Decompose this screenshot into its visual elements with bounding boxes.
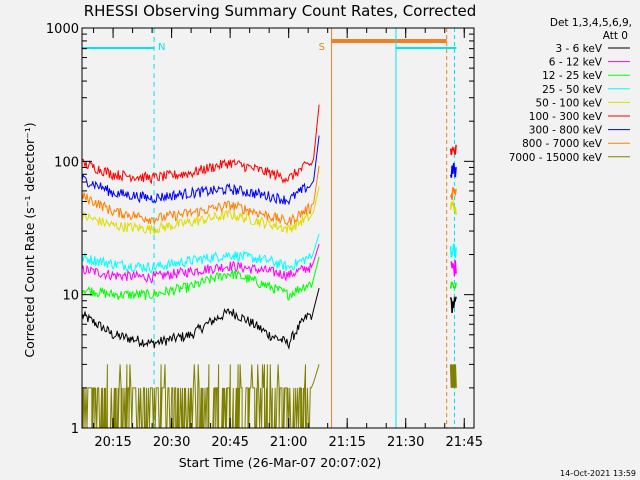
- flag-label-S: S: [319, 42, 325, 53]
- series-line-7: [81, 135, 320, 206]
- series-line-1: [81, 287, 320, 350]
- legend-label-2: 6 - 12 keV: [549, 57, 603, 69]
- legend-label-9: 7000 - 15000 keV: [509, 152, 603, 164]
- footer-date: 14-Oct-2021 13:59: [560, 469, 636, 478]
- series-late-2: [450, 260, 457, 277]
- legend-label-4: 25 - 50 keV: [542, 84, 603, 96]
- series-line-6: [82, 104, 320, 185]
- series-line-8: [81, 165, 320, 226]
- y-tick-label: 100: [54, 155, 79, 170]
- x-tick-label: 20:15: [94, 435, 131, 450]
- series-line-9: [81, 364, 320, 429]
- plot-area: N S 1 10 100 1000 20:15 20:30 20:45 21:00 21:15 21:…: [46, 22, 483, 450]
- series-late-5: [449, 199, 457, 216]
- legend-label-5: 50 - 100 keV: [535, 97, 602, 109]
- legend-label-6: 100 - 300 keV: [529, 111, 603, 123]
- y-tick-label: 1000: [46, 22, 79, 37]
- series-line-4: [81, 233, 320, 274]
- series-late-9: [449, 364, 457, 388]
- series-late-3: [449, 281, 457, 290]
- x-tick-label: 21:45: [446, 435, 483, 450]
- y-axis-label: Corrected Count Rate (s⁻¹ detector⁻¹): [22, 122, 37, 357]
- series-late-8: [449, 186, 457, 200]
- y-tick-label: 10: [62, 289, 79, 304]
- series-late-1: [449, 296, 457, 314]
- legend-label-8: 800 - 7000 keV: [522, 138, 603, 150]
- series-late-6: [449, 144, 457, 156]
- x-tick-label: 21:30: [387, 435, 424, 450]
- x-tick-label: 20:30: [153, 435, 190, 450]
- x-tick-label: 21:15: [328, 435, 365, 450]
- series-late-4: [449, 243, 457, 258]
- legend-label-3: 12 - 25 keV: [542, 70, 603, 82]
- y-tick-label: 1: [71, 422, 79, 437]
- series-line-2: [81, 243, 320, 284]
- legend-label-1: 3 - 6 keV: [555, 43, 602, 55]
- legend-label-7: 300 - 800 keV: [529, 125, 603, 137]
- series-line-3: [81, 256, 320, 301]
- plot-frame: [81, 27, 475, 429]
- chart-title: RHESSI Observing Summary Count Rates, Co…: [84, 2, 477, 20]
- x-axis-label: Start Time (26-Mar-07 20:07:02): [179, 455, 382, 470]
- legend-header-line-2: Att 0: [603, 30, 628, 42]
- flag-label-N: N: [158, 42, 165, 53]
- x-tick-label: 21:00: [270, 435, 307, 450]
- x-tick-label: 20:45: [211, 435, 248, 450]
- series-line-5: [81, 186, 320, 235]
- legend-header-line-1: Det 1,3,4,5,6,9,: [550, 17, 632, 29]
- series-late-7: [449, 162, 457, 178]
